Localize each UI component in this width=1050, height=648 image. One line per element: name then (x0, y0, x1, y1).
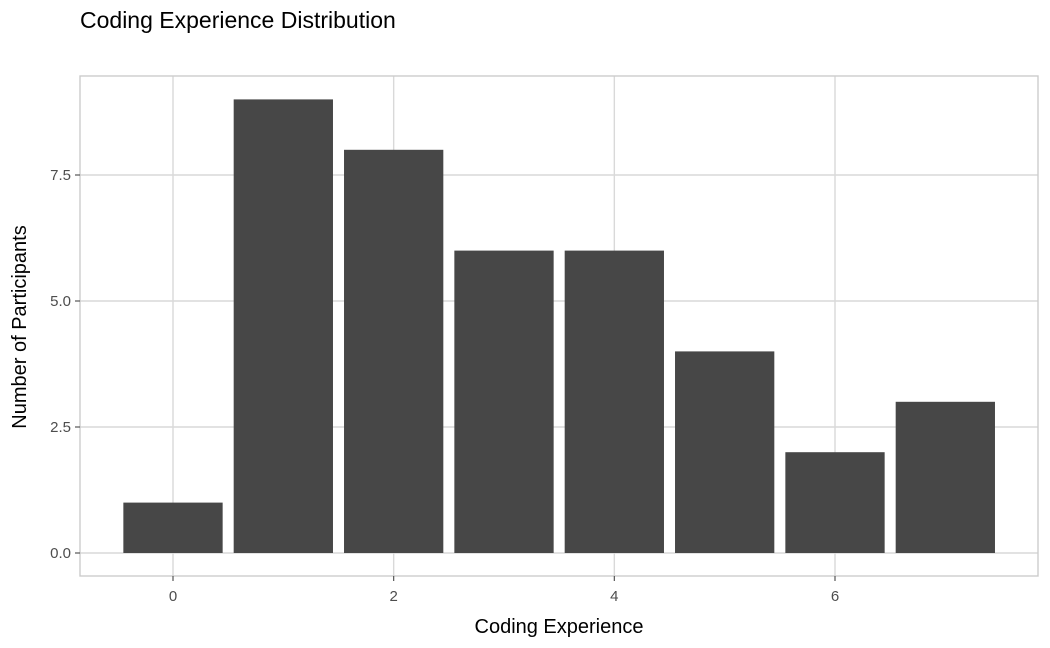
x-tick-label: 6 (831, 588, 839, 605)
y-tick-label: 5.0 (50, 293, 71, 310)
bar-4 (564, 250, 664, 553)
x-axis-title: Coding Experience (475, 616, 644, 638)
bar-7 (895, 401, 995, 553)
x-tick-label: 0 (169, 588, 177, 605)
bar-2 (344, 149, 444, 554)
y-tick-label: 7.5 (50, 167, 71, 184)
chart-title: Coding Experience Distribution (80, 7, 396, 33)
bar-1 (233, 99, 333, 554)
x-axis-ticks: 0 2 4 6 (169, 576, 839, 605)
grid-lines (80, 76, 1038, 576)
y-axis-title: Number of Participants (9, 225, 31, 428)
bar-3 (454, 250, 554, 553)
x-tick-label: 2 (389, 588, 397, 605)
x-tick-label: 4 (610, 588, 618, 605)
panel-border (79, 75, 1039, 577)
bar-0 (123, 502, 223, 553)
bar-6 (785, 452, 885, 553)
y-tick-label: 0.0 (50, 545, 71, 562)
y-tick-label: 2.5 (50, 419, 71, 436)
y-axis-ticks: 0.0 2.5 5.0 7.5 (50, 167, 80, 562)
bar-5 (675, 351, 775, 553)
bars (123, 99, 995, 554)
